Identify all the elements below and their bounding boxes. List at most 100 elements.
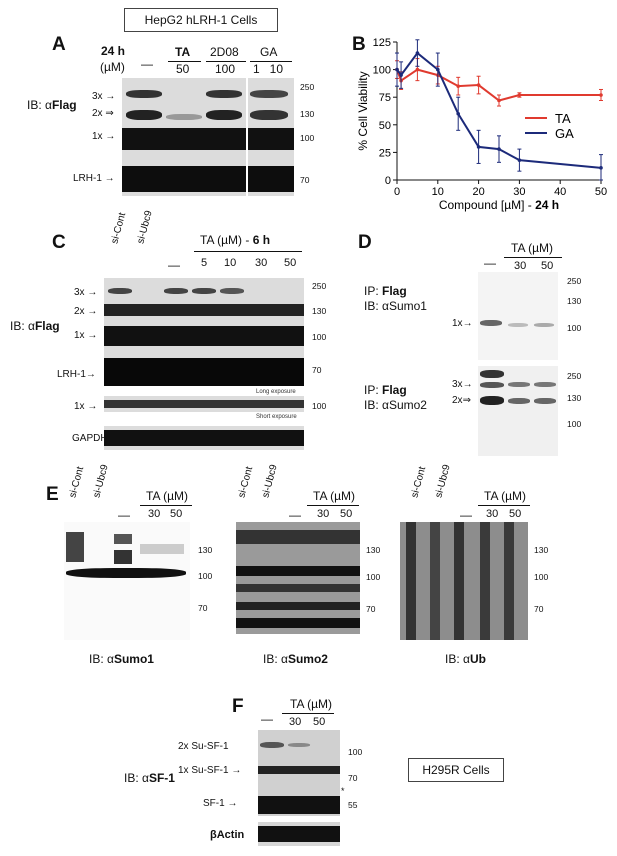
blot-band: [220, 288, 244, 294]
panel-a-group-2d08-line: [206, 61, 246, 62]
blot-band: [140, 544, 184, 554]
cell-line-title-box: HepG2 hLRH-1 Cells: [124, 8, 278, 32]
y-tick-label: 50: [379, 120, 391, 132]
blot-band: [480, 370, 504, 378]
panel-e2-mw-100: 100: [366, 572, 381, 582]
panel-c-ib-label: IB: αFlag: [10, 319, 60, 333]
panel-e1-lane-sicont: si-Cont: [67, 465, 87, 499]
panel-e2-dose-30: 30: [317, 508, 330, 520]
blot-band: [206, 90, 242, 98]
x-axis-label-time: 24 h: [535, 198, 559, 212]
panel-d-dash: —: [484, 256, 496, 270]
panel-e-letter: E: [46, 484, 59, 505]
panel-a-group-ta: TA: [175, 45, 191, 59]
data-point: [599, 166, 603, 170]
panel-c-blot-gapdh: [104, 426, 304, 450]
panel-e1-dose-30: 30: [148, 508, 161, 520]
blot-band: [406, 522, 416, 640]
blot-band: [480, 382, 504, 388]
blot-band: [480, 522, 490, 640]
x-tick-label: 0: [394, 186, 400, 198]
panel-c-mw-130: 130: [312, 306, 327, 316]
panel-d-ip1: IP: Flag: [364, 284, 407, 298]
panel-e3-dose-50: 50: [509, 508, 522, 520]
panel-e2-blot: [236, 522, 360, 634]
panel-c-band-1x-short: 1x →: [74, 401, 98, 412]
blot-band: [534, 398, 556, 404]
blot-band: [288, 743, 310, 747]
panel-a-mw-100: 100: [300, 133, 315, 143]
x-tick-label: 50: [595, 186, 607, 198]
panel-e2-mw-70: 70: [366, 604, 376, 614]
panel-f-blot-actin: [258, 822, 340, 846]
panel-a-ib-label: IB: αFlag: [27, 98, 77, 112]
panel-e1-mw-130: 130: [198, 545, 213, 555]
panel-d-mw-top-100: 100: [567, 323, 582, 333]
panel-e3-condition-line: [478, 505, 530, 506]
panel-c-gapdh-label: GAPDH: [72, 433, 108, 444]
panel-e3-mw-100: 100: [534, 572, 549, 582]
panel-a-blot: [122, 78, 294, 196]
panel-a-unit: (µM): [100, 60, 125, 74]
data-point: [399, 73, 403, 77]
panel-a-mw-250: 250: [300, 82, 315, 92]
panel-d-condition: TA (µM): [511, 241, 554, 255]
blot-band: [236, 566, 360, 576]
panel-f-band-2x: 2x Su-SF-1: [178, 741, 229, 752]
panel-a-time: 24 h: [101, 44, 126, 58]
panel-f-dose-50: 50: [313, 716, 326, 728]
panel-c-short-exposure: Short exposure: [256, 414, 297, 420]
blot-band: [108, 288, 132, 294]
panel-e1-mw-100: 100: [198, 571, 213, 581]
panel-f-actin-label: βActin: [210, 829, 245, 841]
data-point: [456, 111, 460, 116]
blot-band: [250, 110, 288, 120]
panel-c-mw-100: 100: [312, 332, 327, 342]
panel-d-mw-top-250: 250: [567, 276, 582, 286]
panel-d-blot-bottom: [478, 366, 558, 456]
x-tick-label: 40: [554, 186, 566, 198]
blot-band: [508, 323, 528, 327]
x-tick-label: 20: [472, 186, 484, 198]
legend-label-ga: GA: [555, 126, 574, 141]
blot-band: [236, 530, 360, 544]
panel-a-band-1x: 1x →: [92, 131, 116, 142]
panel-e2-condition-line: [307, 505, 359, 506]
panel-a-mw-70: 70: [300, 175, 310, 185]
data-point: [456, 84, 460, 88]
panel-a-dash: —: [141, 57, 153, 71]
blot-band: [258, 796, 340, 814]
blot-band: [250, 90, 288, 98]
blot-band: [104, 326, 304, 346]
panel-c-blot-long: [104, 278, 304, 386]
panel-c-dose-50: 50: [284, 257, 297, 269]
blot-band: [164, 288, 188, 294]
y-tick-label: 100: [373, 65, 391, 77]
blot-band: [104, 358, 304, 386]
blot-band: [534, 323, 554, 327]
blot-band: [508, 398, 530, 404]
data-point: [476, 83, 481, 87]
panel-e3-lane-sicont: si-Cont: [409, 465, 429, 499]
panel-c-mw-70: 70: [312, 365, 322, 375]
data-point: [517, 158, 522, 162]
blot-band: [236, 602, 360, 610]
panel-f-dash: —: [261, 712, 273, 726]
blot-band: [480, 320, 502, 326]
blot-band: [114, 550, 132, 564]
panel-c-band-3x: 3x →: [74, 287, 98, 298]
panel-f-mw-55: 55: [348, 800, 358, 810]
x-tick-label: 30: [513, 186, 525, 198]
panel-a-group-2d08: 2D08: [210, 45, 239, 59]
y-tick-label: 75: [379, 92, 391, 104]
panel-c-dose-30: 30: [255, 257, 268, 269]
viability-chart: 0 25 50 75 100 125 0 10 20 30 40 50 Compound [µM] - …: [356, 37, 607, 212]
panel-e1-condition-line: [140, 505, 192, 506]
panel-c-lane-sicont: si-Cont: [109, 211, 129, 245]
blot-band: [104, 304, 304, 316]
h295r-label: H295R Cells: [422, 763, 490, 777]
blot-band: [122, 166, 294, 192]
y-tick-label: 125: [373, 37, 391, 49]
panel-a-band-3x: 3x →: [92, 91, 116, 102]
blot-band: [206, 110, 242, 120]
